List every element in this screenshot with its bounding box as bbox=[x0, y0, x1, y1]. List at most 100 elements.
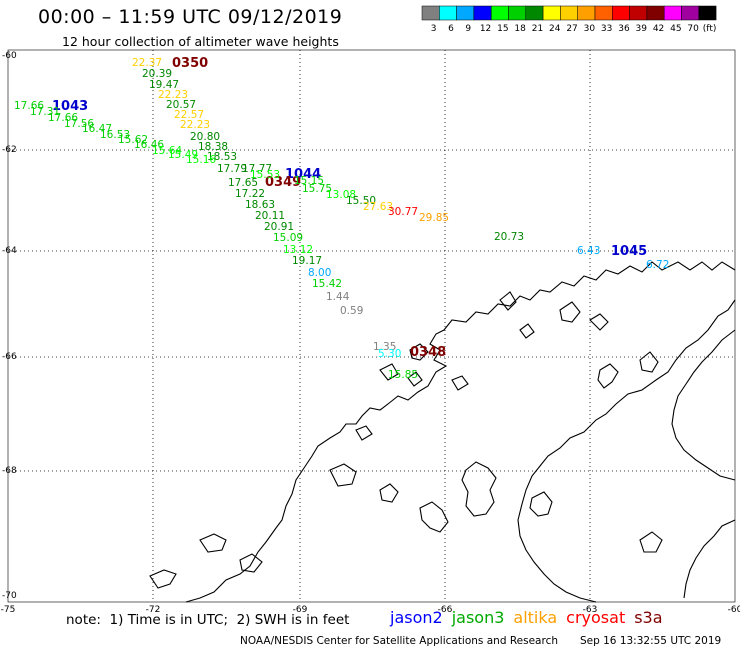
altimeter-tracks: 03501043104403491045034822.3720.3919.472… bbox=[14, 56, 669, 381]
wave-height-label: 18.63 bbox=[245, 199, 275, 211]
wave-height-label: 1.44 bbox=[326, 291, 350, 303]
wave-height-label: 15.53 bbox=[250, 169, 280, 181]
wave-height-label: 17.77 bbox=[242, 163, 272, 175]
colorbar-swatch bbox=[698, 5, 717, 21]
wave-height-label: 15.16 bbox=[186, 154, 216, 166]
satellite-name: altika bbox=[513, 608, 558, 627]
wave-height-label: 20.80 bbox=[190, 131, 220, 143]
axis-tick-labels: -60 -62 -64 -66 -68 -70 -75 -72 -69 -66 -63 -60 bbox=[1, 51, 740, 615]
colorbar-label: 18 bbox=[514, 24, 526, 34]
wave-height-label: 5.30 bbox=[378, 348, 401, 360]
wave-height-label: 20.57 bbox=[166, 99, 196, 111]
colorbar-label: 15 bbox=[497, 24, 508, 34]
colorbar-label: 45 bbox=[670, 24, 681, 34]
wave-height-label: 16.47 bbox=[82, 123, 112, 135]
satellite-name: jason3 bbox=[451, 608, 505, 627]
longitude-label: -63 bbox=[583, 605, 598, 615]
wave-height-label: 15.64 bbox=[152, 145, 182, 157]
wave-height-label: 27.63 bbox=[363, 201, 393, 213]
colorbar-label: 12 bbox=[480, 24, 491, 34]
map-subtitle: 12 hour collection of altimeter wave hei… bbox=[62, 34, 339, 49]
wave-height-label: 30.77 bbox=[388, 206, 418, 218]
wave-height-label: 29.85 bbox=[419, 212, 449, 224]
pass-time-label: 0349 bbox=[265, 175, 301, 190]
colorbar-label: 36 bbox=[618, 24, 630, 34]
satellite-name: jason2 bbox=[390, 608, 443, 627]
map-title: 00:00 – 11:59 UTC 09/12/2019 bbox=[38, 6, 343, 28]
wave-height-label: 6.43 bbox=[577, 245, 600, 257]
wave-height-label: 15.09 bbox=[273, 232, 303, 244]
pass-time-label: 1044 bbox=[285, 167, 321, 182]
wave-height-label: 17.65 bbox=[228, 177, 258, 189]
colorbar-label: 70 bbox=[687, 24, 699, 34]
wave-height-label: 17.22 bbox=[235, 188, 265, 200]
satellite-name: cryosat bbox=[566, 608, 626, 627]
wave-height-label: 6.72 bbox=[646, 259, 669, 271]
pass-time-label: 0348 bbox=[410, 345, 446, 360]
colorbar-label: 21 bbox=[532, 24, 543, 34]
wave-height-label: 8.00 bbox=[308, 267, 331, 279]
pass-time-label: 1043 bbox=[52, 99, 88, 114]
satellite-legend: jason2 jason3 altika cryosat s3a bbox=[390, 608, 672, 627]
pass-time-label: 1045 bbox=[611, 244, 647, 259]
satellite-name: s3a bbox=[634, 608, 663, 627]
colorbar-label: 33 bbox=[601, 24, 612, 34]
wave-height-label: 0.59 bbox=[340, 305, 363, 317]
wave-height-label: 17.79 bbox=[217, 163, 247, 175]
colorbar-label: 39 bbox=[636, 24, 648, 34]
wave-height-label: 20.73 bbox=[494, 231, 524, 243]
grid-lines bbox=[8, 50, 735, 602]
wave-height-label: 17.56 bbox=[64, 118, 94, 130]
wave-height-label: 20.91 bbox=[264, 221, 294, 233]
longitude-label: -60 bbox=[728, 605, 740, 615]
wave-height-label: 18.53 bbox=[207, 151, 237, 163]
wave-height-label: 15.42 bbox=[312, 278, 342, 290]
latitude-label: -64 bbox=[2, 246, 17, 256]
pass-time-label: 0350 bbox=[172, 56, 208, 71]
colorbar-label: 42 bbox=[653, 24, 664, 34]
wave-height-label: 22.37 bbox=[132, 57, 162, 69]
wave-height-label: 16.53 bbox=[100, 129, 130, 141]
wave-height-label: 15.75 bbox=[302, 183, 332, 195]
wave-height-label: 19.47 bbox=[149, 79, 179, 91]
wave-height-label: 16.46 bbox=[134, 139, 164, 151]
latitude-label: -60 bbox=[2, 51, 17, 61]
wave-height-label: 22.23 bbox=[158, 89, 188, 101]
wave-height-label: 15.62 bbox=[118, 134, 148, 146]
wave-height-label: 15.50 bbox=[346, 195, 376, 207]
colorbar-label: 27 bbox=[566, 24, 577, 34]
latitude-label: -62 bbox=[2, 145, 17, 155]
longitude-label: -69 bbox=[293, 605, 308, 615]
latitude-label: -66 bbox=[2, 352, 17, 362]
wave-height-label: 18.38 bbox=[198, 141, 228, 153]
wave-height-label: 15.49 bbox=[168, 149, 198, 161]
latitude-label: -70 bbox=[2, 591, 17, 601]
wave-height-label: 19.17 bbox=[292, 255, 322, 267]
latitude-label: -68 bbox=[2, 466, 17, 476]
wave-height-label: 22.23 bbox=[180, 119, 210, 131]
wave-height-label: 17.66 bbox=[48, 112, 78, 124]
wave-height-label: 13.08 bbox=[326, 189, 356, 201]
colorbar-label: 24 bbox=[549, 24, 561, 34]
wave-height-label: 15.85 bbox=[388, 369, 418, 381]
wave-height-label: 15.15 bbox=[294, 175, 324, 187]
colorbar-unit: (ft) bbox=[703, 24, 717, 34]
colorbar-label: 3 bbox=[431, 24, 437, 34]
wave-height-label: 20.11 bbox=[255, 210, 285, 222]
wave-height-label: 1.35 bbox=[373, 341, 396, 353]
colorbar-label: 6 bbox=[448, 24, 454, 34]
wave-height-label: 17.31 bbox=[30, 106, 60, 118]
longitude-label: -75 bbox=[1, 605, 16, 615]
wave-height-label: 13.12 bbox=[283, 244, 313, 256]
colorbar-label: 9 bbox=[465, 24, 471, 34]
colorbar-label: 30 bbox=[584, 24, 596, 34]
generated-timestamp: Sep 16 13:32:55 UTC 2019 bbox=[580, 635, 722, 647]
map-frame bbox=[7, 49, 736, 603]
credit-line: NOAA/NESDIS Center for Satellite Applica… bbox=[240, 635, 558, 647]
wave-height-colorbar: 3 6 9 12 15 18 21 24 27 30 33 36 39 42 45 70 (ft) bbox=[421, 5, 717, 34]
longitude-label: -66 bbox=[438, 605, 453, 615]
wave-height-label: 20.39 bbox=[142, 68, 172, 80]
wave-height-label: 17.66 bbox=[14, 100, 44, 112]
wave-height-label: 22.57 bbox=[174, 109, 204, 121]
